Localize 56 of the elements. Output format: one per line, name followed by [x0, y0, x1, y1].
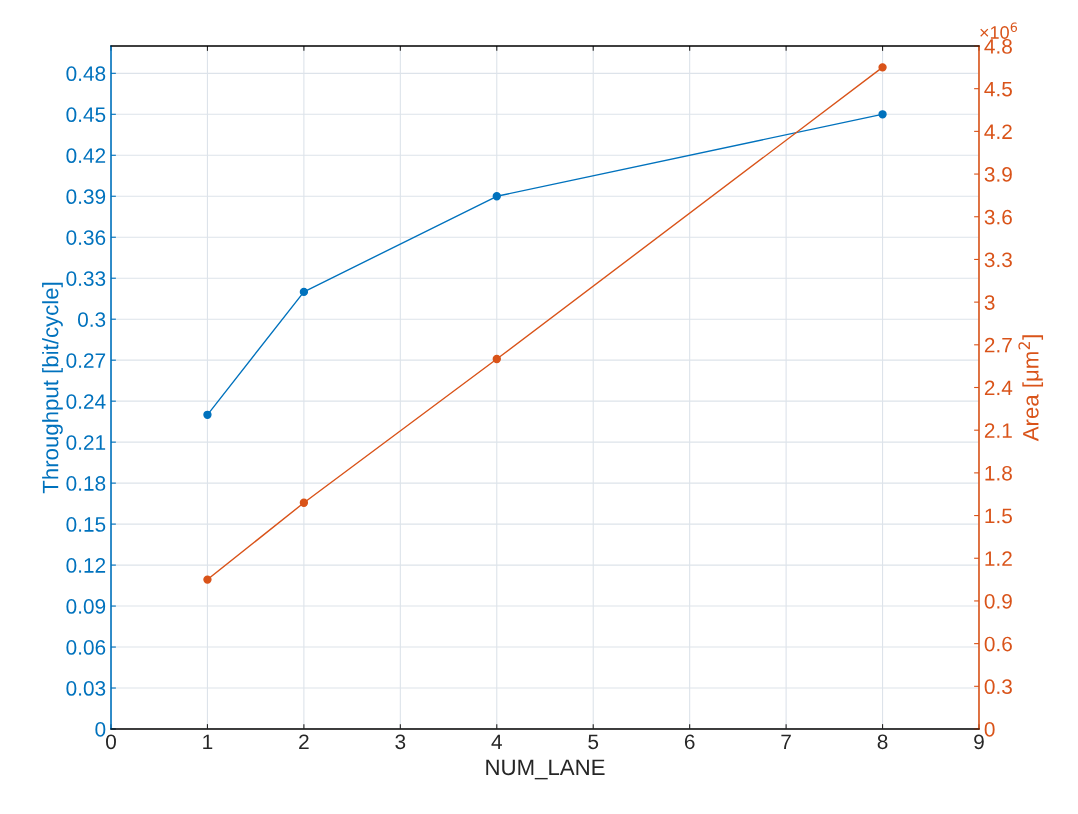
y2-tick-label: 4.8: [984, 39, 1012, 54]
y2-tick-label: 2.4: [984, 380, 1013, 396]
x-tick-label: 5: [588, 734, 599, 750]
y2-tick-label: 0.3: [984, 679, 1012, 695]
y2-tick-label: 0.9: [984, 593, 1012, 609]
y2-tick-label: 4.5: [984, 81, 1012, 97]
point: [203, 410, 212, 419]
y-tick-label: 0.24: [66, 394, 106, 409]
y2-tick-label: 3.3: [984, 252, 1012, 268]
x-tick-label: 1: [203, 734, 213, 749]
y-tick-label: 0.12: [66, 558, 106, 573]
point: [299, 498, 309, 507]
y2-tick-label: 3: [984, 295, 995, 310]
y-tick-label: 0.21: [66, 435, 106, 450]
x-tick-label: 2: [299, 734, 309, 749]
y-tick-label: 0.27: [66, 353, 106, 368]
y-tick-label: 0.36: [66, 230, 106, 245]
y2-tick-label: 3.6: [984, 209, 1012, 225]
y2-tick-label: 3.9: [984, 167, 1012, 182]
x-tick-label: 8: [877, 734, 888, 750]
y-tick-label: 0.48: [66, 66, 106, 82]
x-tick-label: 0: [106, 734, 116, 750]
x-axis-title: NUM_LANE: [486, 759, 605, 780]
y-axis-title: Throughput [bit/cycle]: [42, 282, 63, 494]
text: ×10$^{6}$: [980, 22, 1018, 39]
point: [878, 63, 887, 72]
y2-tick-label: 2.1: [984, 423, 1012, 438]
point: [299, 287, 309, 297]
y2-tick-label: 4.2: [984, 124, 1012, 139]
y-tick-label: 0: [95, 722, 106, 737]
y2-tick-label: 1.5: [985, 508, 1012, 524]
y-tick-label: 0.03: [66, 681, 106, 696]
y2-tick-label: 2.7: [984, 337, 1012, 353]
x-tick-label: 9: [974, 734, 984, 750]
y2-axis-title: Area [μm$^{2}$]: [1018, 335, 1044, 442]
y-tick-label: 0.18: [66, 476, 106, 491]
x-tick-label: 7: [781, 734, 791, 749]
x-tick-label: 3: [395, 734, 406, 750]
y2-tick-label: 0.6: [984, 636, 1012, 652]
point: [878, 110, 887, 119]
y2-tick-label: 1.8: [985, 465, 1012, 481]
y-tick-label: 0.33: [66, 271, 106, 286]
x-tick-label: 4: [491, 734, 502, 749]
point: [203, 575, 212, 584]
y-tick-label: 0.45: [66, 107, 106, 123]
y-tick-label: 0.42: [66, 148, 106, 164]
y2-tick-label: 1.2: [985, 551, 1012, 566]
y-tick-label: 0.06: [66, 640, 106, 655]
y-tick-label: 0.15: [66, 517, 106, 532]
point: [492, 192, 501, 201]
y-tick-label: 0.3: [77, 312, 106, 327]
y-tick-label: 0.39: [66, 189, 106, 205]
x-tick-label: 6: [684, 734, 695, 750]
y-tick-label: 0.09: [66, 599, 106, 614]
y2-tick-label: 0: [984, 722, 995, 737]
point: [492, 354, 501, 364]
